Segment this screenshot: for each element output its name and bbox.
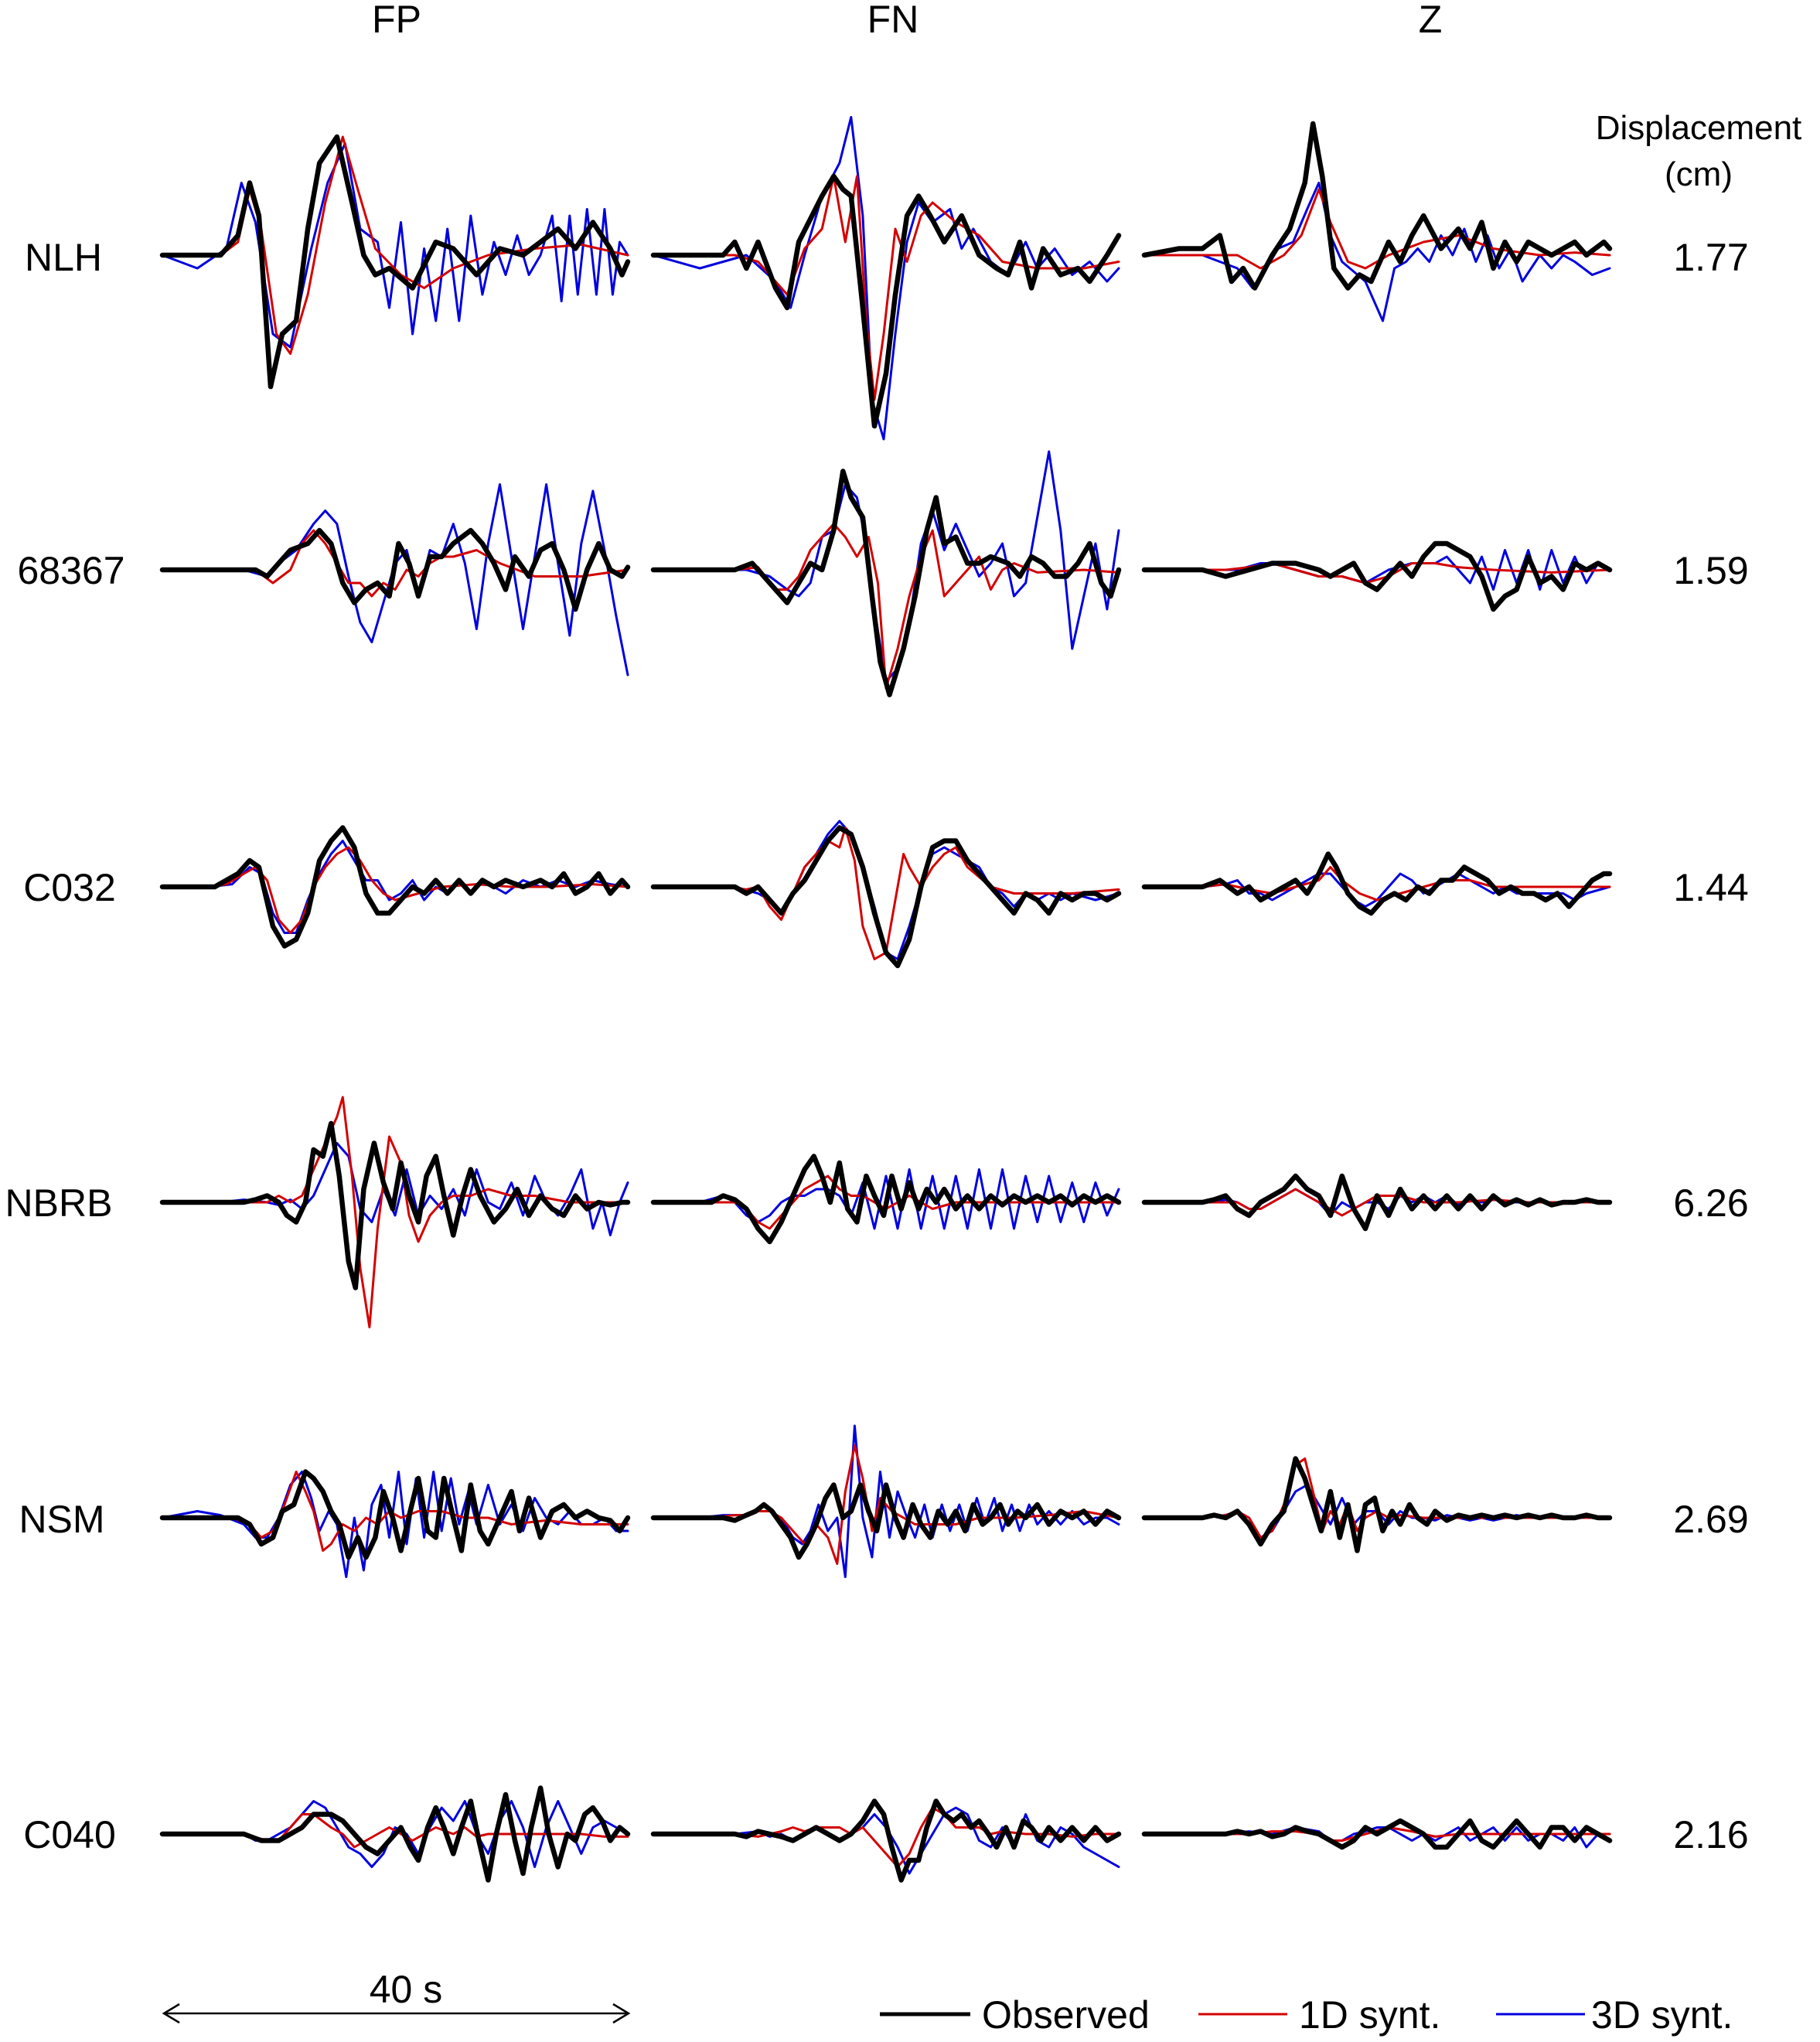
trace-68367-fn-s1d <box>652 523 1120 690</box>
legend: Observed 1D synt. 3D synt. <box>880 1993 1733 2037</box>
row-label-68367: 68367 <box>17 549 124 592</box>
trace-nlh-fn-obs <box>650 173 1122 429</box>
trace-nbrb-z-obs <box>1141 1173 1613 1232</box>
trace-c032-fn-s1d <box>652 827 1120 960</box>
trace-nbrb-fp-obs <box>159 1120 631 1290</box>
column-header-z: Z <box>1419 0 1443 41</box>
trace-nlh-fp-obs <box>159 134 631 390</box>
trace-nsm-fn-s1d <box>652 1444 1120 1565</box>
displacement-value-nbrb: 6.26 <box>1673 1181 1748 1225</box>
trace-nsm-z-s1d <box>1143 1457 1611 1539</box>
trace-c032-fp-obs <box>159 825 631 949</box>
row-label-nsm: NSM <box>19 1498 104 1541</box>
column-header-fp: FP <box>372 0 421 41</box>
trace-c040-fp-obs <box>159 1785 631 1883</box>
time-scale-left-arrowhead <box>162 2003 180 2024</box>
row-label-nlh: NLH <box>25 236 102 279</box>
displacement-unit: (cm) <box>1665 155 1733 193</box>
column-header-fn: FN <box>867 0 919 41</box>
trace-c032-fp-s1d <box>161 846 629 934</box>
trace-nbrb-fp-s3d <box>161 1142 629 1236</box>
displacement-value-nsm: 2.69 <box>1673 1498 1748 1541</box>
trace-nsm-fp-obs <box>159 1469 631 1560</box>
trace-nsm-fn-obs <box>650 1482 1122 1560</box>
displacement-value-c040: 2.16 <box>1673 1813 1748 1856</box>
trace-group <box>159 116 1613 1883</box>
time-scale-right-arrowhead <box>612 2003 631 2024</box>
trace-nlh-z-s1d <box>1143 188 1611 270</box>
trace-68367-fn-obs <box>650 469 1122 697</box>
row-label-nbrb: NBRB <box>5 1181 113 1225</box>
legend-observed-label: Observed <box>982 1993 1150 2037</box>
displacement-value-nlh: 1.77 <box>1673 236 1748 279</box>
time-scale-bar: 40 s <box>162 1968 631 2024</box>
trace-c032-z-obs <box>1141 851 1613 916</box>
displacement-header: Displacement <box>1596 109 1802 147</box>
legend-3d-label: 3D synt. <box>1591 1993 1733 2037</box>
trace-nsm-z-obs <box>1141 1456 1613 1553</box>
trace-nbrb-fn-obs <box>650 1154 1122 1245</box>
trace-c040-fn-obs <box>650 1798 1122 1883</box>
trace-68367-fp-obs <box>159 527 631 612</box>
displacement-value-c032: 1.44 <box>1673 866 1748 909</box>
trace-nbrb-fn-s3d <box>652 1168 1120 1230</box>
trace-68367-z-obs <box>1141 540 1613 612</box>
row-label-c032: C032 <box>23 866 116 909</box>
legend-1d-label: 1D synt. <box>1299 1993 1440 2037</box>
displacement-value-68367: 1.59 <box>1673 549 1748 592</box>
time-scale-label: 40 s <box>370 1968 443 2011</box>
trace-nlh-z-obs <box>1141 121 1613 291</box>
trace-nlh-fp-s3d <box>161 142 629 349</box>
trace-nlh-fn-s1d <box>652 175 1120 401</box>
trace-c032-fn-obs <box>650 825 1122 969</box>
trace-c040-z-obs <box>1141 1818 1613 1850</box>
row-label-c040: C040 <box>23 1813 116 1856</box>
trace-68367-fp-s1d <box>161 529 629 598</box>
trace-nlh-fn-s3d <box>652 116 1120 441</box>
